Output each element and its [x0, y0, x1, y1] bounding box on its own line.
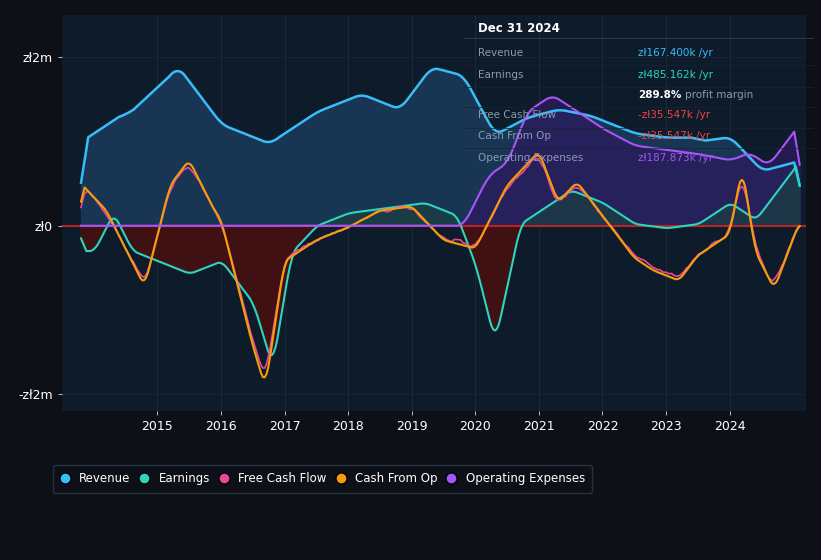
- Text: zł485.162k /yr: zł485.162k /yr: [639, 70, 713, 80]
- Text: Operating Expenses: Operating Expenses: [478, 153, 583, 163]
- Text: 289.8%: 289.8%: [639, 90, 681, 100]
- Text: Cash From Op: Cash From Op: [478, 131, 551, 141]
- Text: Earnings: Earnings: [478, 70, 523, 80]
- Text: zł187.873k /yr: zł187.873k /yr: [639, 153, 713, 163]
- Text: -zł35.547k /yr: -zł35.547k /yr: [639, 131, 710, 141]
- Text: -zł35.547k /yr: -zł35.547k /yr: [639, 110, 710, 120]
- Text: Dec 31 2024: Dec 31 2024: [478, 22, 560, 35]
- Text: zł167.400k /yr: zł167.400k /yr: [639, 48, 713, 58]
- Text: profit margin: profit margin: [686, 90, 754, 100]
- Text: Revenue: Revenue: [478, 48, 523, 58]
- Text: Free Cash Flow: Free Cash Flow: [478, 110, 556, 120]
- Legend: Revenue, Earnings, Free Cash Flow, Cash From Op, Operating Expenses: Revenue, Earnings, Free Cash Flow, Cash …: [53, 465, 592, 492]
